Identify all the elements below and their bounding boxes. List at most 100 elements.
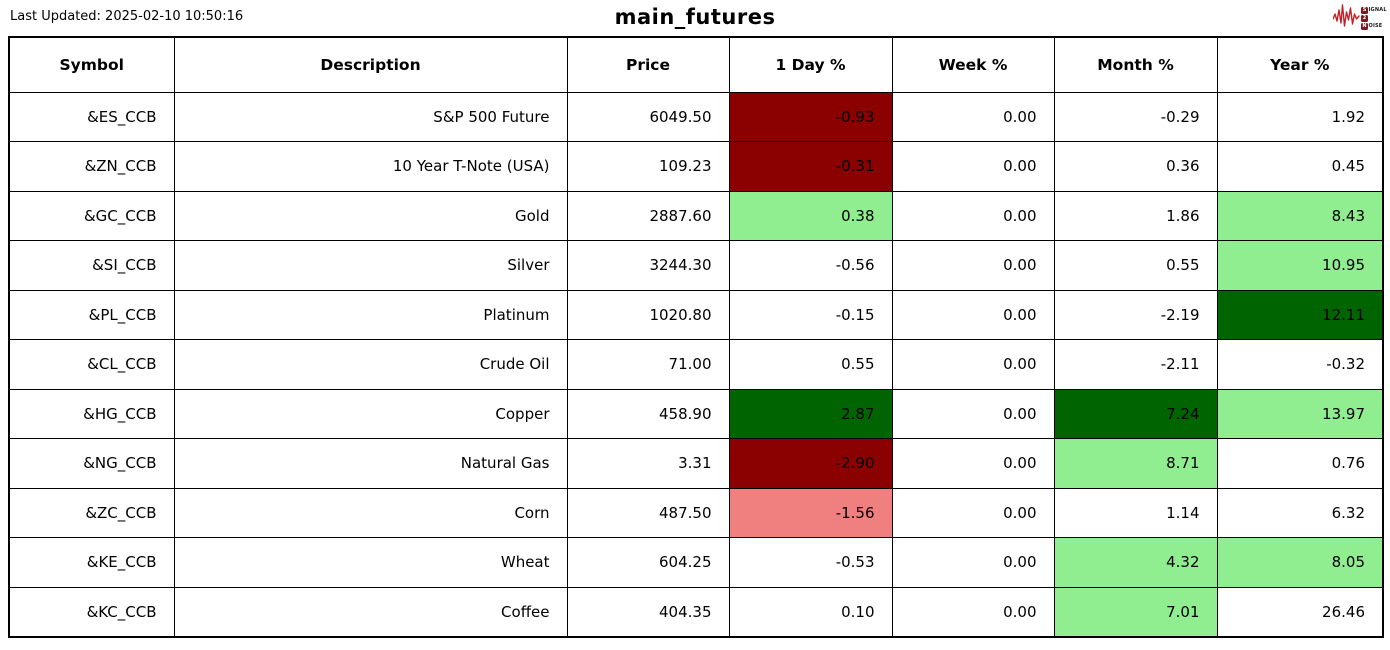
cell-symbol: &CL_CCB	[8, 339, 175, 390]
cell-year-pct: 6.32	[1216, 487, 1384, 538]
col-header-day-pct: 1 Day %	[728, 36, 893, 93]
cell-price: 2887.60	[566, 190, 730, 241]
cell-month-pct: -2.11	[1053, 339, 1218, 390]
cell-symbol: &PL_CCB	[8, 289, 175, 340]
cell-price: 6049.50	[566, 91, 730, 142]
cell-day-pct: -0.53	[728, 537, 893, 588]
cell-symbol: &SI_CCB	[8, 240, 175, 291]
cell-symbol: &ES_CCB	[8, 91, 175, 142]
table-row: &KE_CCB Wheat 604.25 -0.53 0.00 4.32 8.0…	[8, 537, 1384, 588]
table-row: &CL_CCB Crude Oil 71.00 0.55 0.00 -2.11 …	[8, 339, 1384, 390]
signal2noise-logo: S IGNAL 2 N OISE	[1332, 2, 1387, 34]
table-row: &HG_CCB Copper 458.90 2.87 0.00 7.24 13.…	[8, 388, 1384, 439]
table-row: &PL_CCB Platinum 1020.80 -0.15 0.00 -2.1…	[8, 289, 1384, 340]
cell-year-pct: 8.05	[1216, 537, 1384, 588]
cell-week-pct: 0.00	[891, 91, 1055, 142]
table-row: &ZC_CCB Corn 487.50 -1.56 0.00 1.14 6.32	[8, 487, 1384, 538]
table-row: &NG_CCB Natural Gas 3.31 -2.90 0.00 8.71…	[8, 438, 1384, 489]
cell-description: Wheat	[173, 537, 568, 588]
cell-price: 71.00	[566, 339, 730, 390]
cell-day-pct: 0.38	[728, 190, 893, 241]
cell-year-pct: 0.45	[1216, 141, 1384, 192]
cell-week-pct: 0.00	[891, 141, 1055, 192]
cell-year-pct: 10.95	[1216, 240, 1384, 291]
cell-year-pct: 26.46	[1216, 586, 1384, 637]
cell-symbol: &GC_CCB	[8, 190, 175, 241]
col-header-symbol: Symbol	[8, 36, 175, 93]
cell-week-pct: 0.00	[891, 586, 1055, 637]
cell-description: Silver	[173, 240, 568, 291]
cell-symbol: &HG_CCB	[8, 388, 175, 439]
cell-description: Corn	[173, 487, 568, 538]
cell-month-pct: 4.32	[1053, 537, 1218, 588]
cell-description: 10 Year T-Note (USA)	[173, 141, 568, 192]
cell-symbol: &NG_CCB	[8, 438, 175, 489]
cell-day-pct: 0.10	[728, 586, 893, 637]
cell-day-pct: -0.93	[728, 91, 893, 142]
cell-price: 604.25	[566, 537, 730, 588]
cell-year-pct: 1.92	[1216, 91, 1384, 142]
last-updated-label: Last Updated: 2025-02-10 10:50:16	[10, 9, 244, 24]
table-row: &GC_CCB Gold 2887.60 0.38 0.00 1.86 8.43	[8, 190, 1384, 241]
cell-week-pct: 0.00	[891, 388, 1055, 439]
cell-symbol: &KC_CCB	[8, 586, 175, 637]
waveform-icon	[1332, 2, 1360, 34]
cell-month-pct: 1.14	[1053, 487, 1218, 538]
table-row: &SI_CCB Silver 3244.30 -0.56 0.00 0.55 1…	[8, 240, 1384, 291]
table-row: &ZN_CCB 10 Year T-Note (USA) 109.23 -0.3…	[8, 141, 1384, 192]
col-header-price: Price	[566, 36, 730, 93]
cell-month-pct: 8.71	[1053, 438, 1218, 489]
logo-rest-oise: OISE	[1368, 23, 1383, 29]
cell-year-pct: 13.97	[1216, 388, 1384, 439]
cell-week-pct: 0.00	[891, 289, 1055, 340]
cell-price: 487.50	[566, 487, 730, 538]
cell-month-pct: 7.24	[1053, 388, 1218, 439]
cell-description: Coffee	[173, 586, 568, 637]
cell-symbol: &KE_CCB	[8, 537, 175, 588]
cell-month-pct: 7.01	[1053, 586, 1218, 637]
cell-day-pct: -1.56	[728, 487, 893, 538]
col-header-week-pct: Week %	[891, 36, 1055, 93]
table-row: &KC_CCB Coffee 404.35 0.10 0.00 7.01 26.…	[8, 586, 1384, 637]
logo-badge-n: N	[1361, 22, 1368, 30]
cell-price: 458.90	[566, 388, 730, 439]
cell-symbol: &ZC_CCB	[8, 487, 175, 538]
cell-week-pct: 0.00	[891, 438, 1055, 489]
cell-symbol: &ZN_CCB	[8, 141, 175, 192]
cell-description: Platinum	[173, 289, 568, 340]
top-bar: Last Updated: 2025-02-10 10:50:16 main_f…	[0, 0, 1390, 36]
cell-price: 3.31	[566, 438, 730, 489]
cell-month-pct: -0.29	[1053, 91, 1218, 142]
cell-year-pct: 8.43	[1216, 190, 1384, 241]
logo-badge-2: 2	[1361, 14, 1368, 22]
col-header-year-pct: Year %	[1216, 36, 1384, 93]
logo-text: S IGNAL 2 N OISE	[1361, 6, 1387, 30]
table-row: &ES_CCB S&P 500 Future 6049.50 -0.93 0.0…	[8, 91, 1384, 142]
cell-day-pct: 2.87	[728, 388, 893, 439]
cell-price: 404.35	[566, 586, 730, 637]
cell-day-pct: -0.15	[728, 289, 893, 340]
cell-week-pct: 0.00	[891, 240, 1055, 291]
logo-badge-s: S	[1361, 6, 1368, 14]
cell-month-pct: 0.36	[1053, 141, 1218, 192]
cell-week-pct: 0.00	[891, 190, 1055, 241]
col-header-month-pct: Month %	[1053, 36, 1218, 93]
cell-year-pct: -0.32	[1216, 339, 1384, 390]
cell-day-pct: -2.90	[728, 438, 893, 489]
cell-description: Crude Oil	[173, 339, 568, 390]
cell-month-pct: -2.19	[1053, 289, 1218, 340]
logo-rest-ignal: IGNAL	[1368, 7, 1387, 13]
cell-day-pct: 0.55	[728, 339, 893, 390]
cell-price: 3244.30	[566, 240, 730, 291]
cell-price: 109.23	[566, 141, 730, 192]
cell-price: 1020.80	[566, 289, 730, 340]
cell-week-pct: 0.00	[891, 339, 1055, 390]
page-title: main_futures	[614, 5, 776, 29]
cell-description: Copper	[173, 388, 568, 439]
cell-description: Natural Gas	[173, 438, 568, 489]
futures-table: Symbol Description Price 1 Day % Week % …	[8, 36, 1384, 638]
cell-month-pct: 1.86	[1053, 190, 1218, 241]
cell-year-pct: 12.11	[1216, 289, 1384, 340]
cell-week-pct: 0.00	[891, 487, 1055, 538]
cell-month-pct: 0.55	[1053, 240, 1218, 291]
